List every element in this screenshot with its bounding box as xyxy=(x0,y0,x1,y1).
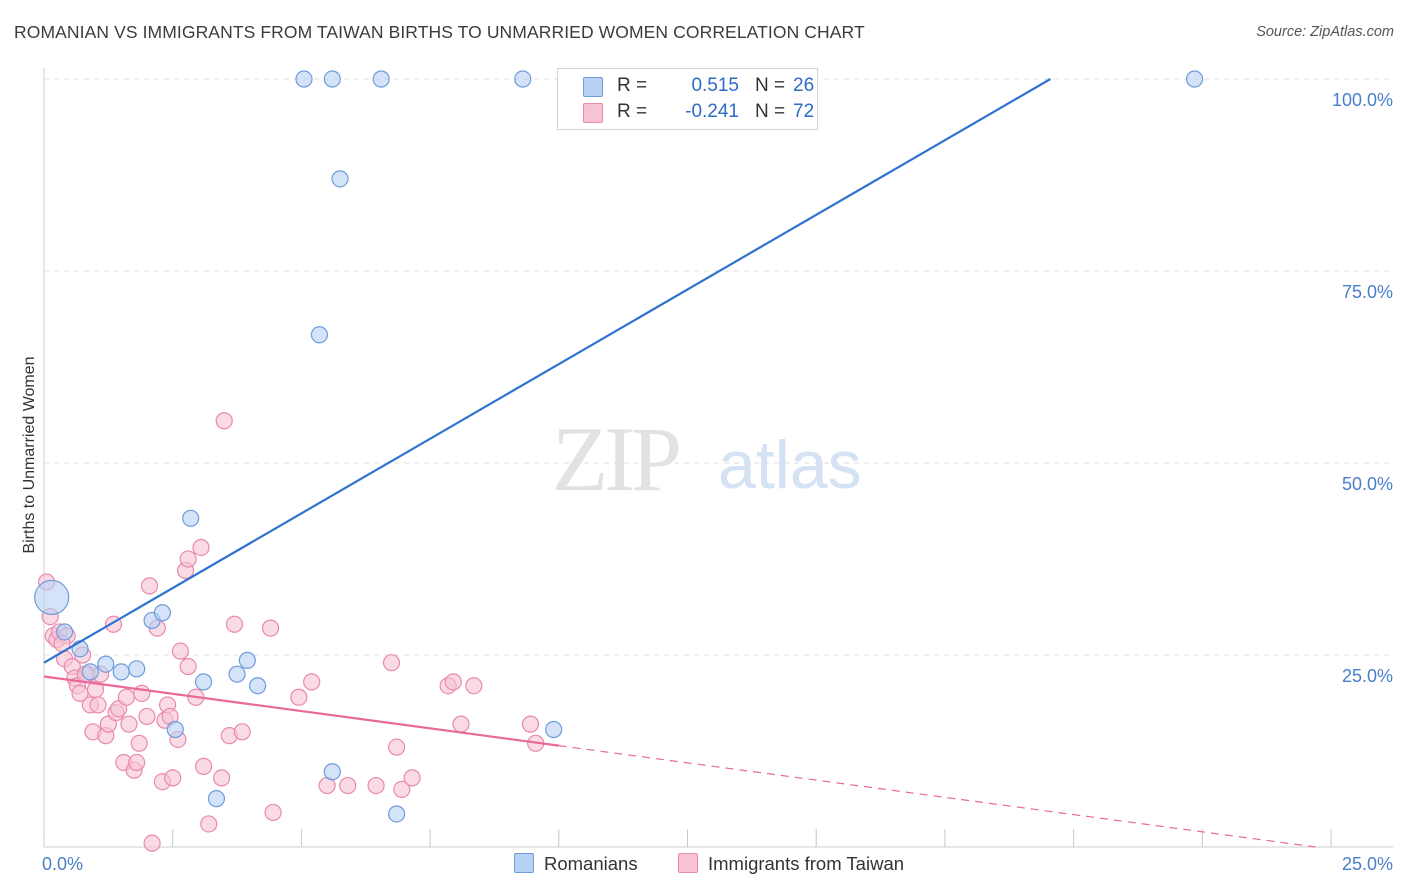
legend-swatch-taiwan xyxy=(583,103,603,123)
taiwan-point xyxy=(164,769,182,787)
series-taiwan-points xyxy=(37,412,545,852)
bottom-legend-swatch-taiwan xyxy=(678,853,698,873)
taiwan-point xyxy=(339,776,357,795)
romanian-point xyxy=(238,651,256,669)
romanian-point xyxy=(97,655,115,673)
taiwan-point xyxy=(194,757,213,775)
taiwan-point xyxy=(215,412,233,430)
taiwan-point xyxy=(213,769,231,787)
romanian-point xyxy=(55,623,74,641)
x-tick-label: 25.0% xyxy=(1342,854,1393,874)
taiwan-point xyxy=(179,657,197,676)
romanian-point xyxy=(128,660,146,678)
romanian-point xyxy=(514,70,532,88)
romanian-point xyxy=(249,677,267,695)
romanian-point xyxy=(388,805,406,823)
taiwan-point xyxy=(261,619,280,637)
romanian-point xyxy=(153,604,172,622)
romanian-point xyxy=(323,763,341,781)
bottom-legend-swatch-romanians xyxy=(514,853,534,873)
taiwan-point xyxy=(225,615,244,633)
legend-n-value: 72 xyxy=(793,101,815,122)
trend-lines xyxy=(43,78,1316,848)
romanian-point xyxy=(194,673,213,691)
romanian-point xyxy=(331,170,349,188)
tick-labels: 100.0% 75.0% 50.0% 25.0% 0.0% 25.0% xyxy=(42,90,1393,874)
taiwan-point xyxy=(128,753,146,772)
taiwan-point xyxy=(521,715,540,733)
romanian-point xyxy=(323,70,341,88)
taiwan-point xyxy=(367,776,385,795)
bottom-legend-label-romanians: Romanians xyxy=(544,853,638,874)
y-tick-label: 50.0% xyxy=(1342,474,1393,494)
taiwan-trend-extension xyxy=(558,745,1316,848)
legend-swatch-romanians xyxy=(583,77,603,97)
taiwan-point xyxy=(444,673,462,691)
taiwan-point xyxy=(171,642,190,660)
legend-r-value: 0.515 xyxy=(691,75,739,96)
romanian-point xyxy=(1185,70,1204,88)
y-axis-label: Births to Unmarried Women xyxy=(21,356,38,553)
taiwan-point xyxy=(179,550,197,568)
taiwan-point xyxy=(140,577,159,595)
romanian-point xyxy=(71,640,89,658)
taiwan-point xyxy=(117,688,135,706)
y-tick-label: 100.0% xyxy=(1332,90,1393,110)
legend-r-value: -0.241 xyxy=(685,101,739,122)
taiwan-point xyxy=(403,769,421,787)
taiwan-trend-line xyxy=(43,675,559,747)
x-tick-label: 0.0% xyxy=(42,854,83,874)
taiwan-point xyxy=(89,696,107,714)
taiwan-point xyxy=(382,654,401,672)
y-tick-label: 75.0% xyxy=(1342,282,1393,302)
taiwan-point xyxy=(393,780,411,799)
taiwan-point xyxy=(290,688,308,706)
y-tick-label: 25.0% xyxy=(1342,666,1393,686)
romanian-point xyxy=(182,509,200,527)
romanian-point xyxy=(545,720,563,739)
taiwan-point xyxy=(192,538,210,557)
taiwan-point xyxy=(200,815,218,833)
taiwan-point xyxy=(465,677,483,695)
romanian-point xyxy=(372,70,390,88)
legend-r-label: R = xyxy=(617,101,648,122)
romanian-point xyxy=(81,663,99,681)
taiwan-point xyxy=(388,738,406,756)
watermark-atlas: atlas xyxy=(718,427,862,503)
legend: R = 0.515 N = 26 R = -0.241 N = 72 xyxy=(557,68,818,130)
watermark-zip: ZIP xyxy=(552,408,679,510)
romanian-point xyxy=(166,720,184,739)
romanian-point xyxy=(228,665,246,683)
taiwan-point xyxy=(120,715,138,733)
bottom-legend-label-taiwan: Immigrants from Taiwan xyxy=(708,853,905,874)
chart-title: ROMANIAN VS IMMIGRANTS FROM TAIWAN BIRTH… xyxy=(14,22,865,42)
taiwan-point xyxy=(303,673,321,691)
romanian-point xyxy=(207,790,226,808)
axes xyxy=(43,68,1393,848)
source-label: Source: ZipAtlas.com xyxy=(1256,24,1394,40)
taiwan-point xyxy=(138,707,156,726)
legend-n-value: 26 xyxy=(793,75,815,96)
grid xyxy=(44,78,1393,656)
taiwan-point xyxy=(130,734,148,752)
romanian-point xyxy=(112,663,130,681)
taiwan-point xyxy=(452,715,470,733)
taiwan-point xyxy=(264,803,282,822)
legend-r-label: R = xyxy=(617,75,648,96)
romanians-trend-line xyxy=(43,78,1051,664)
taiwan-point xyxy=(143,834,161,852)
taiwan-point xyxy=(233,723,251,741)
romanian-point xyxy=(34,579,70,616)
series-romanians-points xyxy=(34,70,1204,823)
legend-n-label: N = xyxy=(755,75,786,96)
romanian-point xyxy=(310,326,329,344)
legend-n-label: N = xyxy=(755,101,786,122)
romanian-point xyxy=(295,70,313,88)
